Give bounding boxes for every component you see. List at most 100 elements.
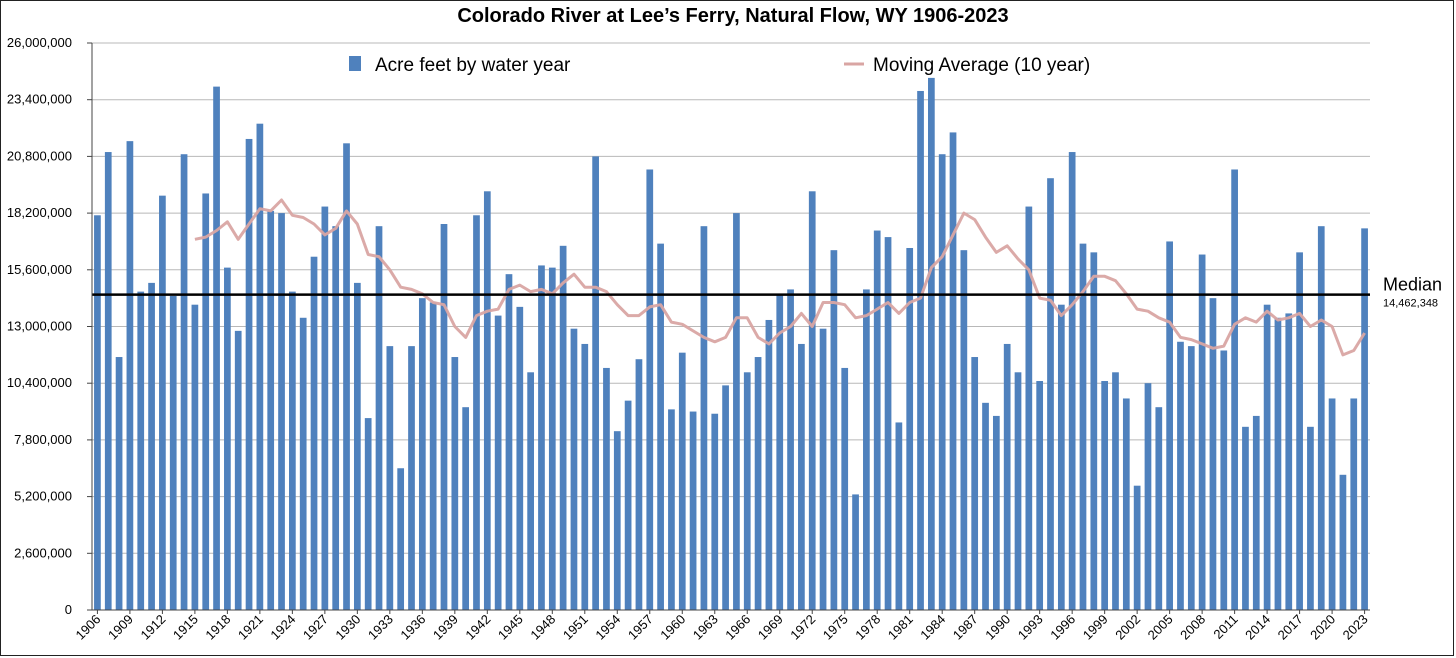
bar bbox=[126, 141, 134, 610]
bar bbox=[159, 195, 166, 610]
bar bbox=[1187, 346, 1195, 610]
bar bbox=[678, 352, 686, 610]
bar bbox=[213, 86, 220, 611]
bar bbox=[1057, 304, 1065, 610]
bar bbox=[321, 206, 329, 611]
x-tick-label: 1975 bbox=[820, 612, 851, 643]
y-tick-label: 20,800,000 bbox=[7, 148, 72, 163]
bar bbox=[895, 422, 903, 610]
y-tick-label: 23,400,000 bbox=[7, 92, 72, 107]
y-tick-label: 10,400,000 bbox=[7, 375, 72, 390]
x-tick-label: 1906 bbox=[72, 612, 103, 643]
x-tick-label: 2014 bbox=[1242, 612, 1273, 643]
bar bbox=[830, 250, 838, 610]
axes bbox=[91, 43, 1370, 611]
bar bbox=[603, 367, 610, 610]
chart-title: Colorado River at Lee’s Ferry, Natural F… bbox=[457, 5, 1009, 27]
bar bbox=[169, 295, 177, 610]
bar bbox=[700, 226, 708, 610]
bar bbox=[570, 328, 578, 610]
bar bbox=[1220, 350, 1228, 610]
y-tick-label: 5,200,000 bbox=[14, 489, 72, 504]
bar bbox=[938, 154, 946, 610]
bar bbox=[505, 274, 513, 610]
x-tick-label: 1981 bbox=[885, 612, 916, 643]
bar bbox=[104, 152, 112, 611]
bar bbox=[635, 359, 643, 610]
bar bbox=[1177, 341, 1184, 610]
bar-series bbox=[94, 77, 1368, 611]
bar bbox=[787, 289, 794, 610]
bar bbox=[364, 418, 372, 610]
x-tick-label: 1972 bbox=[787, 612, 818, 643]
y-tick-label: 0 bbox=[65, 602, 72, 617]
bar bbox=[1307, 426, 1314, 610]
x-tick-label: 1957 bbox=[625, 612, 656, 643]
bar bbox=[906, 247, 914, 610]
bar bbox=[1112, 372, 1119, 610]
legend-bar-label: Acre feet by water year bbox=[375, 55, 571, 76]
bar bbox=[94, 215, 101, 610]
legend-bar-swatch bbox=[349, 56, 361, 71]
bar bbox=[180, 154, 188, 610]
y-tick-label: 18,200,000 bbox=[7, 205, 72, 220]
bar bbox=[668, 409, 675, 610]
bar bbox=[451, 357, 459, 610]
x-tick-label: 1945 bbox=[495, 612, 526, 643]
bar bbox=[960, 250, 968, 610]
bar bbox=[267, 210, 275, 610]
bar bbox=[1231, 169, 1238, 610]
x-tick-label: 1927 bbox=[300, 612, 331, 643]
x-tick-label: 1939 bbox=[430, 612, 461, 643]
bar bbox=[148, 282, 155, 610]
bar bbox=[928, 77, 935, 610]
x-tick-label: 1909 bbox=[105, 612, 136, 643]
x-tick-label: 1930 bbox=[332, 612, 363, 643]
bar bbox=[592, 156, 599, 610]
bar bbox=[754, 357, 762, 610]
bar bbox=[852, 494, 859, 610]
x-tick-label: 1951 bbox=[560, 612, 591, 643]
bar bbox=[375, 226, 383, 610]
bar bbox=[1198, 254, 1206, 611]
y-tick-label: 2,600,000 bbox=[14, 545, 72, 560]
bar bbox=[191, 304, 199, 610]
bar bbox=[1263, 304, 1271, 610]
bar bbox=[1144, 383, 1152, 610]
bar bbox=[841, 367, 849, 610]
x-tick-label: 1918 bbox=[202, 612, 233, 643]
x-tick-label: 1963 bbox=[690, 612, 721, 643]
bar bbox=[863, 289, 870, 610]
bar bbox=[462, 407, 470, 610]
bar bbox=[1068, 152, 1076, 611]
x-tick-label: 1987 bbox=[950, 612, 981, 643]
bar bbox=[1166, 241, 1173, 610]
bar bbox=[917, 90, 924, 610]
bar bbox=[1361, 228, 1368, 610]
x-tick-label: 1933 bbox=[365, 612, 396, 643]
bar bbox=[245, 138, 253, 610]
bar bbox=[386, 346, 394, 610]
bar bbox=[429, 302, 437, 610]
bar bbox=[646, 169, 654, 610]
bar bbox=[1090, 252, 1098, 610]
bar bbox=[873, 230, 881, 611]
bar bbox=[397, 468, 405, 610]
bar bbox=[1252, 415, 1260, 610]
bar bbox=[1047, 178, 1054, 610]
x-tick-label: 2017 bbox=[1275, 612, 1306, 643]
y-axis-ticks: 0 2,600,000 5,200,000 7,800,000 10,400,000 13… bbox=[7, 35, 92, 617]
bar bbox=[494, 315, 502, 610]
bar bbox=[657, 243, 664, 610]
bar bbox=[1209, 298, 1217, 610]
bar bbox=[971, 357, 979, 610]
median-value: 14,462,348 bbox=[1383, 298, 1438, 310]
bar bbox=[949, 132, 957, 610]
bar bbox=[1328, 398, 1336, 610]
bar bbox=[289, 291, 296, 610]
bar bbox=[1242, 426, 1249, 610]
bar bbox=[559, 245, 567, 611]
bar bbox=[982, 402, 989, 610]
